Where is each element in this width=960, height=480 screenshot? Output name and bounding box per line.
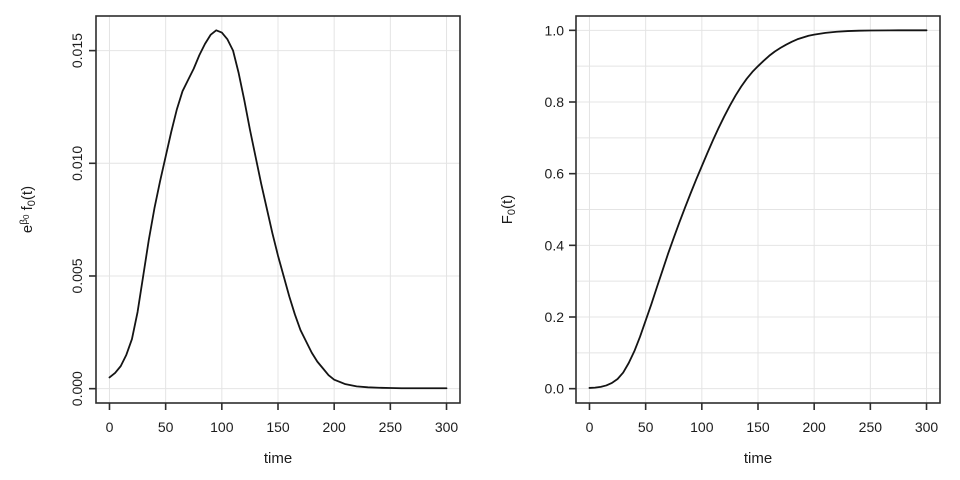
x-axis-title: time bbox=[744, 450, 772, 467]
x-tick-label: 0 bbox=[586, 419, 594, 435]
x-tick-label: 250 bbox=[379, 419, 403, 435]
y-tick-label: 0.6 bbox=[545, 166, 565, 182]
data-curve bbox=[588, 29, 928, 389]
data-curve bbox=[108, 29, 448, 390]
x-tick-label: 150 bbox=[266, 419, 290, 435]
y-tick-label: 0.2 bbox=[545, 309, 565, 325]
cdf-plot: 0 50 100 150 200 250 300 0.0 0.2 0.4 0.6 0.8 1.0 time… bbox=[499, 15, 941, 467]
x-tick-label: 200 bbox=[802, 419, 826, 435]
x-tick-label: 100 bbox=[690, 419, 714, 435]
y-tick-label: 1.0 bbox=[545, 22, 565, 38]
y-tick-label: 0.005 bbox=[69, 258, 85, 293]
x-tick-label: 250 bbox=[859, 419, 883, 435]
y-tick-label: 0.8 bbox=[545, 94, 565, 110]
x-tick-label: 150 bbox=[746, 419, 770, 435]
y-tick-label: 0.000 bbox=[69, 371, 85, 406]
x-tick-label: 50 bbox=[158, 419, 174, 435]
x-tick-label: 300 bbox=[435, 419, 459, 435]
y-tick-label: 0.0 bbox=[545, 381, 565, 397]
x-tick-label: 100 bbox=[210, 419, 234, 435]
y-tick-label: 0.010 bbox=[69, 146, 85, 181]
density-plot: 0 50 100 150 200 250 300 0.000 0.005 0.010 0.015 ti… bbox=[19, 15, 461, 467]
x-tick-label: 200 bbox=[322, 419, 346, 435]
y-axis-title: F0(t) bbox=[499, 195, 518, 224]
y-tick-label: 0.015 bbox=[69, 33, 85, 68]
x-tick-label: 50 bbox=[638, 419, 654, 435]
x-axis-title: time bbox=[264, 450, 292, 467]
y-axis-title: eβ0 f0(t) bbox=[19, 186, 38, 233]
x-tick-label: 300 bbox=[915, 419, 939, 435]
x-tick-label: 0 bbox=[106, 419, 114, 435]
y-tick-label: 0.4 bbox=[545, 237, 565, 253]
